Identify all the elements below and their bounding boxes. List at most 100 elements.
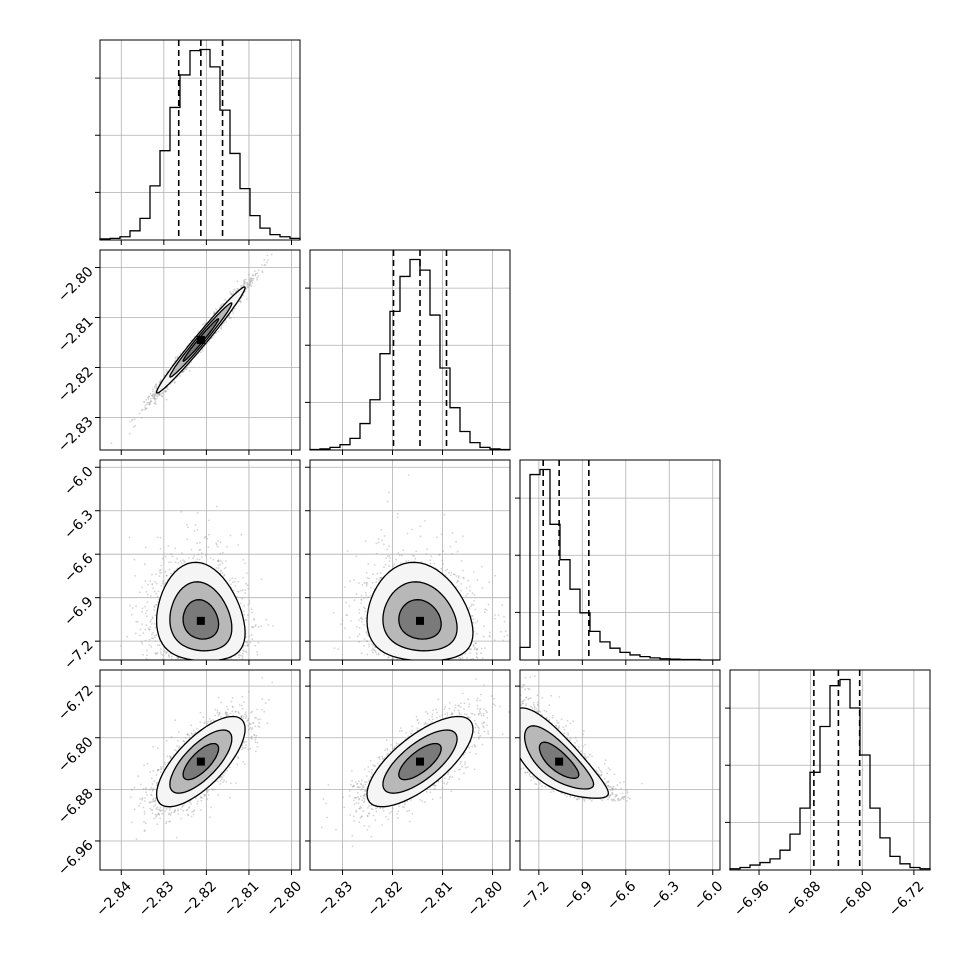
- sample-point: [161, 392, 164, 394]
- sample-point: [201, 556, 203, 559]
- sample-point: [140, 641, 143, 643]
- sample-point: [144, 580, 147, 583]
- sample-point: [168, 656, 171, 658]
- sample-point: [217, 560, 219, 562]
- sample-point: [256, 272, 259, 275]
- sample-point: [215, 308, 218, 311]
- sample-point: [242, 650, 245, 653]
- sample-point: [217, 663, 219, 665]
- sample-point: [215, 505, 218, 508]
- sample-point: [220, 569, 223, 572]
- sample-point: [220, 325, 223, 327]
- sample-point: [199, 541, 201, 544]
- sample-point: [144, 612, 147, 615]
- sample-point: [272, 625, 274, 627]
- sample-point: [196, 512, 199, 514]
- sample-point: [142, 632, 145, 634]
- sample-point: [158, 569, 161, 572]
- sample-point: [254, 644, 256, 647]
- sample-point: [162, 654, 164, 656]
- sample-point: [188, 370, 191, 372]
- sample-point: [230, 583, 232, 586]
- sample-point: [141, 408, 144, 411]
- panel-frame: [729, 669, 931, 871]
- sample-point: [246, 644, 249, 647]
- sample-point: [161, 582, 164, 585]
- sample-point: [245, 278, 247, 281]
- sample-point: [226, 545, 228, 548]
- sample-point: [130, 613, 133, 616]
- sample-point: [217, 559, 220, 562]
- sample-point: [248, 602, 251, 604]
- sample-point: [213, 311, 216, 313]
- sample-point: [143, 563, 146, 566]
- sample-point: [194, 524, 197, 526]
- sample-point: [180, 562, 183, 564]
- sample-point: [245, 651, 248, 653]
- sample-point: [219, 304, 222, 307]
- sample-point: [248, 278, 251, 281]
- sample-point: [148, 629, 151, 631]
- sample-point: [132, 426, 135, 428]
- sample-point: [161, 392, 163, 395]
- sample-point: [264, 263, 267, 266]
- sample-point: [245, 636, 248, 638]
- sample-point: [229, 579, 231, 582]
- sample-point: [231, 292, 234, 295]
- sample-point: [159, 548, 162, 550]
- sample-point: [230, 292, 233, 295]
- sample-point: [153, 606, 156, 609]
- sample-point: [154, 393, 157, 396]
- sample-point: [163, 374, 166, 376]
- sample-point: [234, 585, 237, 587]
- sample-point: [230, 317, 232, 320]
- sample-point: [186, 367, 188, 369]
- sample-point: [208, 533, 210, 536]
- sample-point: [141, 643, 144, 645]
- sample-point: [153, 605, 156, 607]
- sample-point: [155, 386, 158, 388]
- sample-point: [209, 662, 211, 664]
- sample-point: [146, 654, 148, 657]
- sample-point: [120, 645, 122, 647]
- sample-point: [246, 284, 249, 287]
- sample-point: [165, 369, 168, 371]
- sample-point: [234, 577, 237, 580]
- sample-point: [158, 392, 161, 395]
- sample-point: [155, 652, 158, 655]
- sample-point: [172, 660, 174, 662]
- sample-point: [159, 379, 162, 381]
- sample-point: [254, 273, 257, 276]
- sample-point: [133, 558, 136, 561]
- sample-point: [249, 283, 252, 286]
- sample-point: [217, 540, 220, 542]
- sample-point: [246, 282, 249, 284]
- sample-point: [246, 286, 249, 288]
- sample-point: [154, 391, 157, 394]
- panel-frame: [99, 39, 301, 241]
- sample-point: [153, 397, 156, 400]
- sample-point: [250, 608, 253, 610]
- sample-point: [154, 394, 156, 396]
- sample-point: [255, 272, 257, 275]
- sample-point: [245, 650, 247, 653]
- sample-point: [246, 641, 248, 644]
- sample-point: [270, 253, 273, 256]
- sample-point: [165, 574, 168, 577]
- sample-point: [184, 368, 187, 371]
- sample-point: [224, 298, 226, 301]
- sample-point: [253, 618, 255, 620]
- sample-point: [251, 278, 253, 280]
- sample-point: [143, 401, 145, 403]
- sample-point: [164, 555, 167, 558]
- sample-point: [156, 397, 158, 400]
- sample-point: [261, 270, 264, 272]
- sample-point: [151, 583, 154, 586]
- sample-point: [246, 282, 249, 284]
- hist-panel-0: [95, 39, 301, 245]
- sample-point: [174, 561, 177, 564]
- sample-point: [244, 290, 247, 293]
- sample-point: [211, 336, 214, 339]
- sample-point: [219, 570, 222, 572]
- sample-point: [206, 537, 209, 540]
